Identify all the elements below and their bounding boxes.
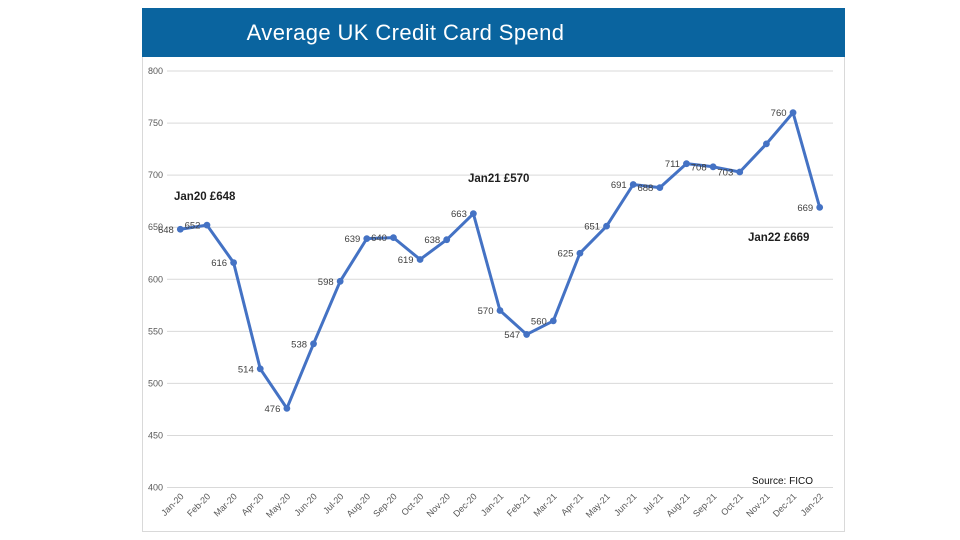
x-axis-tick-label: Jan-20	[159, 491, 186, 518]
data-point-marker	[416, 256, 424, 263]
x-axis-tick-label: Oct-20	[399, 491, 425, 517]
data-point-label: 663	[451, 209, 467, 220]
data-point-marker	[763, 140, 770, 148]
data-point-label: 688	[637, 183, 653, 194]
data-point-marker	[549, 317, 557, 325]
x-axis-tick-label: Apr-20	[239, 491, 265, 517]
data-point-label: 625	[558, 249, 574, 260]
annotation-label: Jan21 £570	[468, 173, 529, 185]
y-axis-tick-label: 500	[148, 378, 163, 388]
x-axis-tick-label: Sep-21	[691, 491, 719, 519]
x-axis-tick-label: Mar-20	[212, 491, 239, 518]
x-axis-tick-label: Jul-20	[321, 491, 345, 515]
y-axis-tick-label: 650	[148, 222, 163, 232]
data-point-marker	[683, 160, 690, 168]
x-axis-tick-label: Nov-21	[744, 491, 772, 519]
y-axis-tick-label: 400	[148, 483, 163, 493]
data-point-label: 648	[158, 225, 174, 236]
annotation-label: Jan20 £648	[174, 191, 236, 203]
chart-title-bar: Average UK Credit Card Spend	[142, 8, 845, 57]
x-axis-tick-label: Sep-20	[371, 491, 399, 519]
x-axis-tick-label: Feb-21	[505, 491, 532, 518]
y-axis-tick-label: 800	[148, 66, 163, 76]
data-point-marker	[629, 181, 637, 188]
x-axis-tick-label: Apr-21	[559, 491, 585, 517]
data-point-label: 598	[318, 277, 334, 288]
chart-area: 400 450 500 550 600 650 700 750 800 Jan-20 Feb-20 M…	[142, 57, 845, 532]
data-point-label: 711	[665, 159, 680, 170]
data-point-marker	[176, 225, 184, 233]
data-point-marker	[390, 234, 397, 242]
data-point-label: 476	[265, 404, 281, 415]
x-axis-tick-label: Jan-21	[479, 491, 506, 518]
data-point-marker	[203, 221, 211, 229]
x-axis-tick-label: Aug-20	[345, 491, 373, 519]
x-axis-tick-label: Mar-21	[531, 491, 558, 518]
data-point-marker	[816, 204, 824, 211]
x-axis-tick-label: Dec-20	[451, 491, 479, 519]
chart-title-container: Average UK Credit Card Spend	[142, 20, 669, 46]
x-axis-tick-label: Dec-21	[771, 491, 799, 519]
y-axis-tick-label: 450	[148, 430, 163, 440]
data-point-marker	[230, 259, 237, 266]
data-point-label: 708	[691, 162, 707, 173]
data-point-label: 638	[424, 235, 440, 246]
x-axis-tick-label: Jul-21	[641, 491, 665, 515]
x-axis-tick-label: May-21	[584, 491, 612, 519]
data-point-marker	[363, 235, 371, 243]
chart-panel: Average UK Credit Card Spend 400 450 500 55…	[142, 8, 845, 532]
data-point-marker	[443, 236, 451, 244]
chart-title: Average UK Credit Card Spend	[246, 19, 565, 45]
data-point-marker	[336, 277, 344, 285]
x-axis-tick-label: Jun-20	[292, 491, 319, 518]
x-axis-tick-label: May-20	[264, 491, 292, 519]
data-point-marker	[310, 340, 317, 348]
y-axis-tick-label: 550	[148, 326, 163, 336]
data-point-label: 703	[717, 168, 733, 179]
x-axis-tick-label: Feb-20	[185, 491, 212, 518]
y-axis-tick-label: 750	[148, 118, 163, 128]
data-point-marker	[283, 404, 291, 412]
data-point-label: 619	[398, 255, 414, 266]
x-axis-tick-label: Oct-21	[719, 491, 745, 517]
data-point-label: 639	[344, 234, 360, 245]
data-point-label: 691	[611, 180, 627, 191]
data-point-label: 669	[797, 203, 813, 214]
data-point-label: 640	[371, 233, 387, 244]
data-point-marker	[523, 331, 531, 338]
data-point-label: 547	[504, 330, 520, 341]
y-axis-tick-label: 600	[148, 274, 163, 284]
x-axis-tick-label: Jun-21	[612, 491, 639, 518]
data-point-marker	[603, 222, 610, 230]
data-point-label: 616	[211, 258, 227, 269]
data-point-marker	[709, 163, 717, 171]
annotation-label: Jan22 £669	[748, 232, 809, 244]
data-point-marker	[789, 109, 797, 117]
data-point-marker	[496, 307, 504, 314]
x-axis-tick-label: Aug-21	[664, 491, 692, 519]
data-point-label: 760	[771, 108, 787, 119]
data-point-label: 514	[238, 364, 254, 375]
data-point-marker	[469, 210, 477, 218]
data-point-label: 570	[478, 306, 494, 317]
data-point-marker	[736, 168, 744, 176]
x-axis-tick-label: Nov-20	[425, 491, 453, 519]
data-point-marker	[656, 184, 664, 192]
data-point-label: 652	[185, 221, 201, 232]
x-axis-tick-label: Jan-22	[799, 491, 826, 518]
data-point-label: 560	[531, 316, 547, 327]
source-credit: Source: FICO	[752, 476, 813, 487]
data-point-label: 651	[584, 222, 600, 233]
data-point-marker	[576, 249, 584, 257]
data-point-label: 538	[291, 339, 307, 350]
y-axis-tick-label: 700	[148, 170, 163, 180]
series-line	[178, 111, 822, 410]
data-point-marker	[256, 365, 264, 373]
